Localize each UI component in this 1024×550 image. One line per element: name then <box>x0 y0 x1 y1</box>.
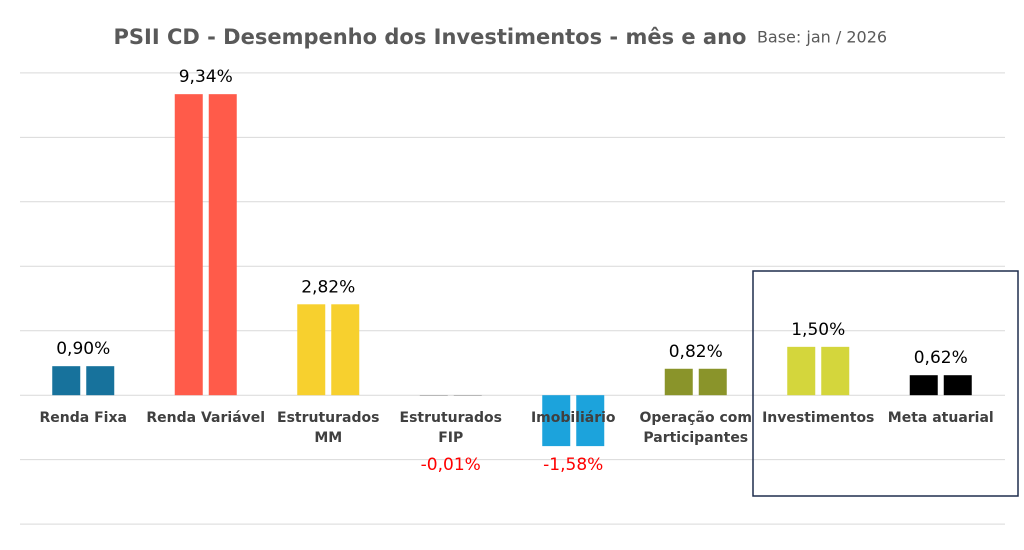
value-label: -0,01% <box>421 455 481 475</box>
bar <box>943 375 972 396</box>
value-label: 0,82% <box>669 342 723 362</box>
x-tick-label: Meta atuarial <box>887 410 994 427</box>
value-label: 0,62% <box>914 348 968 368</box>
bar <box>821 346 850 396</box>
bar <box>664 368 693 396</box>
x-tick-label: Imobiliário <box>530 410 616 427</box>
bar <box>331 304 360 396</box>
bar <box>419 395 448 396</box>
bar <box>787 346 816 396</box>
value-label: 1,50% <box>791 320 845 340</box>
bar <box>52 366 81 396</box>
x-tick-label: Estruturados MM <box>277 410 380 447</box>
value-label: 0,90% <box>56 339 110 359</box>
x-tick-label: Renda Fixa <box>39 410 127 427</box>
bar <box>576 395 605 447</box>
bar <box>86 366 115 396</box>
bar <box>542 395 571 447</box>
highlight-box <box>752 270 1019 497</box>
x-tick-label: Renda Variável <box>146 410 266 427</box>
bar <box>297 304 326 396</box>
bar <box>208 94 237 396</box>
x-tick-label: Operação com Participantes <box>639 410 752 447</box>
x-tick-label: Investimentos <box>762 410 875 427</box>
chart-title: PSII CD - Desempenho dos Investimentos -… <box>114 25 747 49</box>
bar <box>698 368 727 396</box>
bar <box>453 395 482 396</box>
value-label: 2,82% <box>301 277 355 297</box>
value-label: 9,34% <box>179 67 233 87</box>
bar <box>174 94 203 396</box>
chart-subtitle: Base: jan / 2026 <box>757 28 887 47</box>
x-tick-label: Estruturados FIP <box>399 410 502 447</box>
bar <box>909 375 938 396</box>
value-label: -1,58% <box>543 455 603 475</box>
